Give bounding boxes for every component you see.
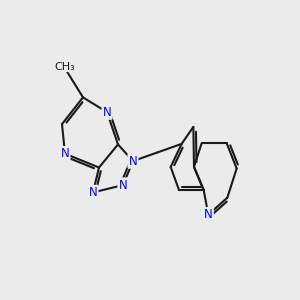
Text: N: N [129,154,137,168]
Text: N: N [103,106,111,119]
Text: N: N [88,186,98,199]
Text: N: N [204,208,213,221]
Text: N: N [61,147,69,160]
Text: N: N [118,178,127,192]
Text: CH₃: CH₃ [54,61,75,71]
